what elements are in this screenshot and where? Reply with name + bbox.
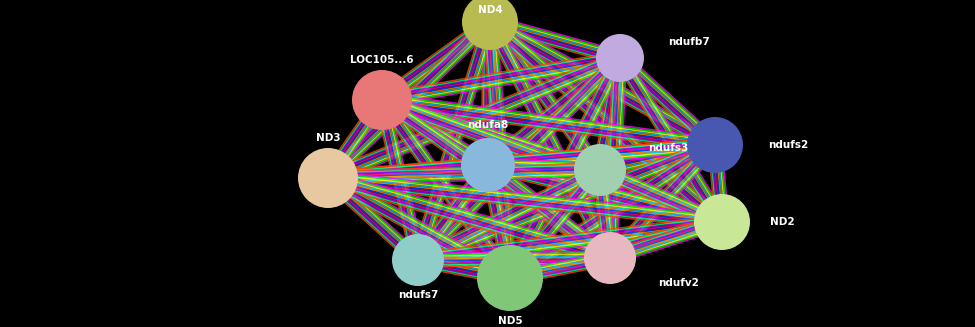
Text: LOC105...6: LOC105...6 [350,55,413,65]
Circle shape [574,144,626,196]
Circle shape [694,194,750,250]
Circle shape [462,0,518,50]
Circle shape [392,234,444,286]
Circle shape [461,138,515,192]
Text: ndufs7: ndufs7 [398,290,438,300]
Text: ndufa8: ndufa8 [467,120,509,130]
Text: ndufs2: ndufs2 [768,140,808,150]
Text: ND4: ND4 [478,5,502,15]
Circle shape [687,117,743,173]
Circle shape [298,148,358,208]
Text: ND2: ND2 [770,217,795,227]
Circle shape [352,70,412,130]
Text: ND5: ND5 [497,316,523,326]
Text: ndufs3: ndufs3 [648,143,688,153]
Text: ND3: ND3 [316,133,340,143]
Text: ndufb7: ndufb7 [668,37,710,47]
Circle shape [584,232,636,284]
Circle shape [477,245,543,311]
Text: ndufv2: ndufv2 [658,278,699,288]
Circle shape [596,34,644,82]
